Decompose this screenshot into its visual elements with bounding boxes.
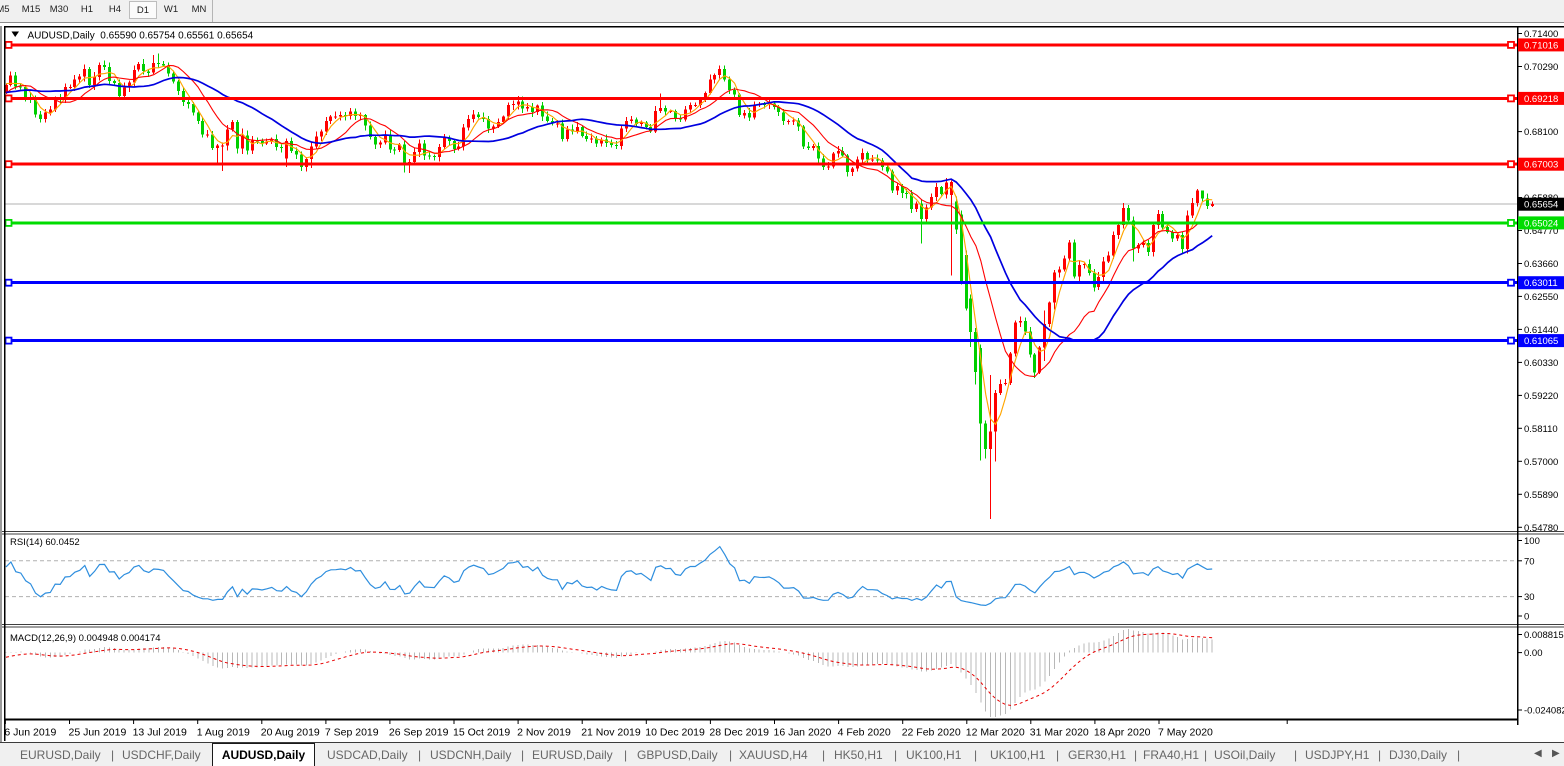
svg-text:18 Apr 2020: 18 Apr 2020 [1094,727,1151,739]
svg-text:0.63660: 0.63660 [1524,259,1558,270]
svg-text:0.67003: 0.67003 [1524,160,1558,171]
svg-text:0.63011: 0.63011 [1524,278,1558,289]
svg-text:0.61065: 0.61065 [1524,336,1558,347]
svg-text:70: 70 [1524,556,1535,567]
svg-text:0.71400: 0.71400 [1524,29,1558,40]
svg-text:25 Jun 2019: 25 Jun 2019 [69,727,127,739]
svg-text:20 Aug 2019: 20 Aug 2019 [261,727,320,739]
svg-text:0.55890: 0.55890 [1524,490,1558,501]
svg-text:0.69218: 0.69218 [1524,94,1558,105]
svg-text:10 Dec 2019: 10 Dec 2019 [645,727,705,739]
svg-text:RSI(14) 60.0452: RSI(14) 60.0452 [10,537,80,548]
svg-text:AUDUSD,Daily 0.65590 0.65754: AUDUSD,Daily 0.65590 0.65754 0.65561 0.6… [28,31,254,42]
svg-text:0: 0 [1524,612,1529,623]
svg-text:0.60330: 0.60330 [1524,358,1558,369]
svg-text:0.008815: 0.008815 [1524,630,1564,641]
svg-text:13 Jul 2019: 13 Jul 2019 [133,727,187,739]
svg-text:15 Oct 2019: 15 Oct 2019 [453,727,510,739]
svg-text:30: 30 [1524,592,1535,603]
svg-text:0.00: 0.00 [1524,648,1543,659]
svg-text:0.65654: 0.65654 [1524,200,1558,211]
svg-text:16 Jan 2020: 16 Jan 2020 [774,727,832,739]
svg-text:-0.024082: -0.024082 [1524,706,1564,717]
svg-text:0.59220: 0.59220 [1524,391,1558,402]
svg-text:7 Sep 2019: 7 Sep 2019 [325,727,379,739]
svg-text:4 Feb 2020: 4 Feb 2020 [838,727,891,739]
svg-text:0.62550: 0.62550 [1524,292,1558,303]
svg-text:31 Mar 2020: 31 Mar 2020 [1030,727,1089,739]
svg-text:0.64770: 0.64770 [1524,226,1558,237]
svg-text:0.71016: 0.71016 [1524,40,1558,51]
svg-text:0.65024: 0.65024 [1524,218,1558,229]
svg-text:22 Feb 2020: 22 Feb 2020 [902,727,961,739]
svg-text:28 Dec 2019: 28 Dec 2019 [709,727,769,739]
svg-text:2 Nov 2019: 2 Nov 2019 [517,727,571,739]
svg-text:0.68100: 0.68100 [1524,127,1558,138]
svg-text:100: 100 [1524,536,1540,547]
svg-text:0.70290: 0.70290 [1524,62,1558,73]
svg-text:26 Sep 2019: 26 Sep 2019 [389,727,449,739]
svg-text:0.58110: 0.58110 [1524,424,1558,435]
svg-text:7 May 2020: 7 May 2020 [1158,727,1213,739]
svg-text:MACD(12,26,9) 0.004948 0.00417: MACD(12,26,9) 0.004948 0.004174 [10,633,161,644]
svg-text:0.61440: 0.61440 [1524,325,1558,336]
svg-text:0.57000: 0.57000 [1524,457,1558,468]
svg-text:0.54780: 0.54780 [1524,523,1558,534]
svg-text:6 Jun 2019: 6 Jun 2019 [4,727,56,739]
svg-text:12 Mar 2020: 12 Mar 2020 [966,727,1025,739]
svg-text:1 Aug 2019: 1 Aug 2019 [197,727,250,739]
svg-text:21 Nov 2019: 21 Nov 2019 [581,727,641,739]
